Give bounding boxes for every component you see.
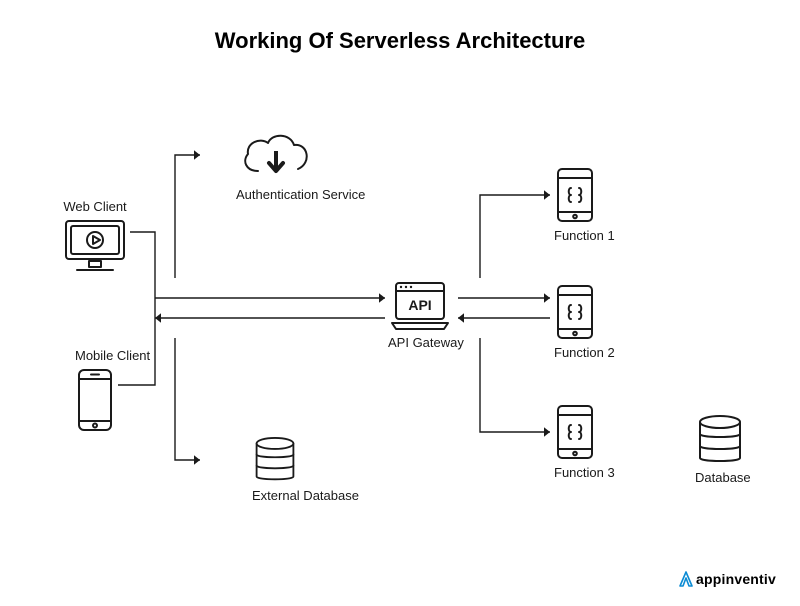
db-icon xyxy=(695,414,745,466)
node-extdb: External Database xyxy=(252,436,298,503)
node-label-extdb: External Database xyxy=(252,488,298,503)
brand-mark-icon xyxy=(678,571,694,590)
node-mobile_client: Mobile Client xyxy=(75,348,115,433)
db-icon xyxy=(252,436,298,484)
svg-text:API: API xyxy=(408,297,431,313)
fn-device-icon xyxy=(554,166,596,224)
node-label-fn2: Function 2 xyxy=(554,345,596,360)
node-api: API API Gateway xyxy=(388,279,452,350)
node-label-api: API Gateway xyxy=(388,335,452,350)
node-auth: Authentication Service xyxy=(236,127,314,202)
phone-icon xyxy=(75,367,115,433)
brand-text: appinventiv xyxy=(696,571,776,587)
node-label-fn1: Function 1 xyxy=(554,228,596,243)
node-label-auth: Authentication Service xyxy=(236,187,314,202)
monitor-play-icon xyxy=(63,218,127,276)
cloud-down-icon xyxy=(236,127,314,183)
node-db: Database xyxy=(695,414,745,485)
node-fn3: Function 3 xyxy=(554,403,596,480)
node-web_client: Web Client xyxy=(63,199,127,276)
fn-device-icon xyxy=(554,403,596,461)
node-label-web_client: Web Client xyxy=(63,199,127,214)
fn-device-icon xyxy=(554,283,596,341)
brand-logo: appinventiv xyxy=(678,571,776,590)
api-laptop-icon: API xyxy=(388,279,452,331)
node-label-db: Database xyxy=(695,470,745,485)
page-title: Working Of Serverless Architecture xyxy=(0,28,800,54)
node-fn1: Function 1 xyxy=(554,166,596,243)
node-label-fn3: Function 3 xyxy=(554,465,596,480)
node-label-mobile_client: Mobile Client xyxy=(75,348,115,363)
node-fn2: Function 2 xyxy=(554,283,596,360)
